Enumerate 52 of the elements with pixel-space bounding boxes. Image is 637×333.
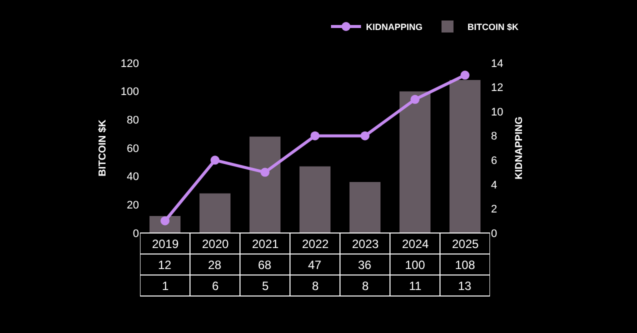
- data-label: 1: [162, 279, 169, 293]
- point: [210, 156, 220, 165]
- point: [410, 94, 420, 104]
- bar: [300, 166, 330, 233]
- bar: [200, 193, 230, 233]
- x-tick-label: 2022: [302, 237, 330, 251]
- y2-axis-title: KIDNAPPING: [514, 116, 525, 180]
- bar: [400, 91, 430, 233]
- legend-label: BITCOIN $K: [468, 22, 520, 32]
- data-label: 100: [405, 258, 426, 272]
- y-tick-label: 120: [120, 58, 139, 70]
- bar: [450, 80, 480, 233]
- y-axis-title: BITCOIN $K: [98, 118, 109, 176]
- y-tick-label: 40: [126, 171, 139, 184]
- y2-tick-label: 10: [491, 106, 504, 118]
- data-label: 108: [455, 258, 476, 272]
- data-label: 47: [308, 258, 322, 272]
- data-label: 12: [158, 258, 172, 272]
- x-tick-label: 2023: [352, 237, 380, 251]
- y-tick-label: 60: [126, 142, 139, 155]
- x-tick-label: 2024: [402, 237, 430, 251]
- bar: [250, 136, 280, 233]
- data-label: 5: [262, 279, 269, 293]
- data-label: 13: [458, 279, 472, 293]
- point: [460, 70, 470, 80]
- data-label: 36: [358, 258, 372, 272]
- x-tick-label: 2019: [152, 237, 180, 251]
- x-tick-label: 2021: [252, 237, 280, 251]
- y-tick-label: 20: [126, 200, 139, 212]
- bar: [350, 182, 380, 233]
- y2-tick-label: 4: [491, 179, 498, 192]
- y2-tick-label: 8: [491, 130, 498, 143]
- point: [260, 168, 270, 177]
- y-tick-label: 100: [120, 86, 139, 98]
- data-label: 28: [208, 258, 222, 272]
- legend-label: KIDNAPPING: [366, 22, 423, 32]
- y2-tick-label: 2: [491, 204, 498, 216]
- y2-tick-label: 12: [491, 82, 504, 94]
- point: [310, 131, 320, 140]
- y-tick-label: 80: [126, 114, 139, 127]
- y-tick-label: 0: [132, 228, 139, 240]
- y2-tick-label: 6: [491, 154, 498, 167]
- data-label: 8: [362, 279, 369, 293]
- y2-tick-label: 14: [491, 58, 504, 70]
- data-label: 8: [312, 279, 319, 293]
- point: [360, 131, 370, 140]
- y2-tick-label: 0: [491, 228, 498, 240]
- data-label: 11: [409, 279, 422, 293]
- data-label: 68: [258, 258, 272, 272]
- x-tick-label: 2025: [452, 237, 480, 251]
- x-tick-label: 2020: [202, 237, 230, 251]
- data-label: 6: [212, 279, 219, 293]
